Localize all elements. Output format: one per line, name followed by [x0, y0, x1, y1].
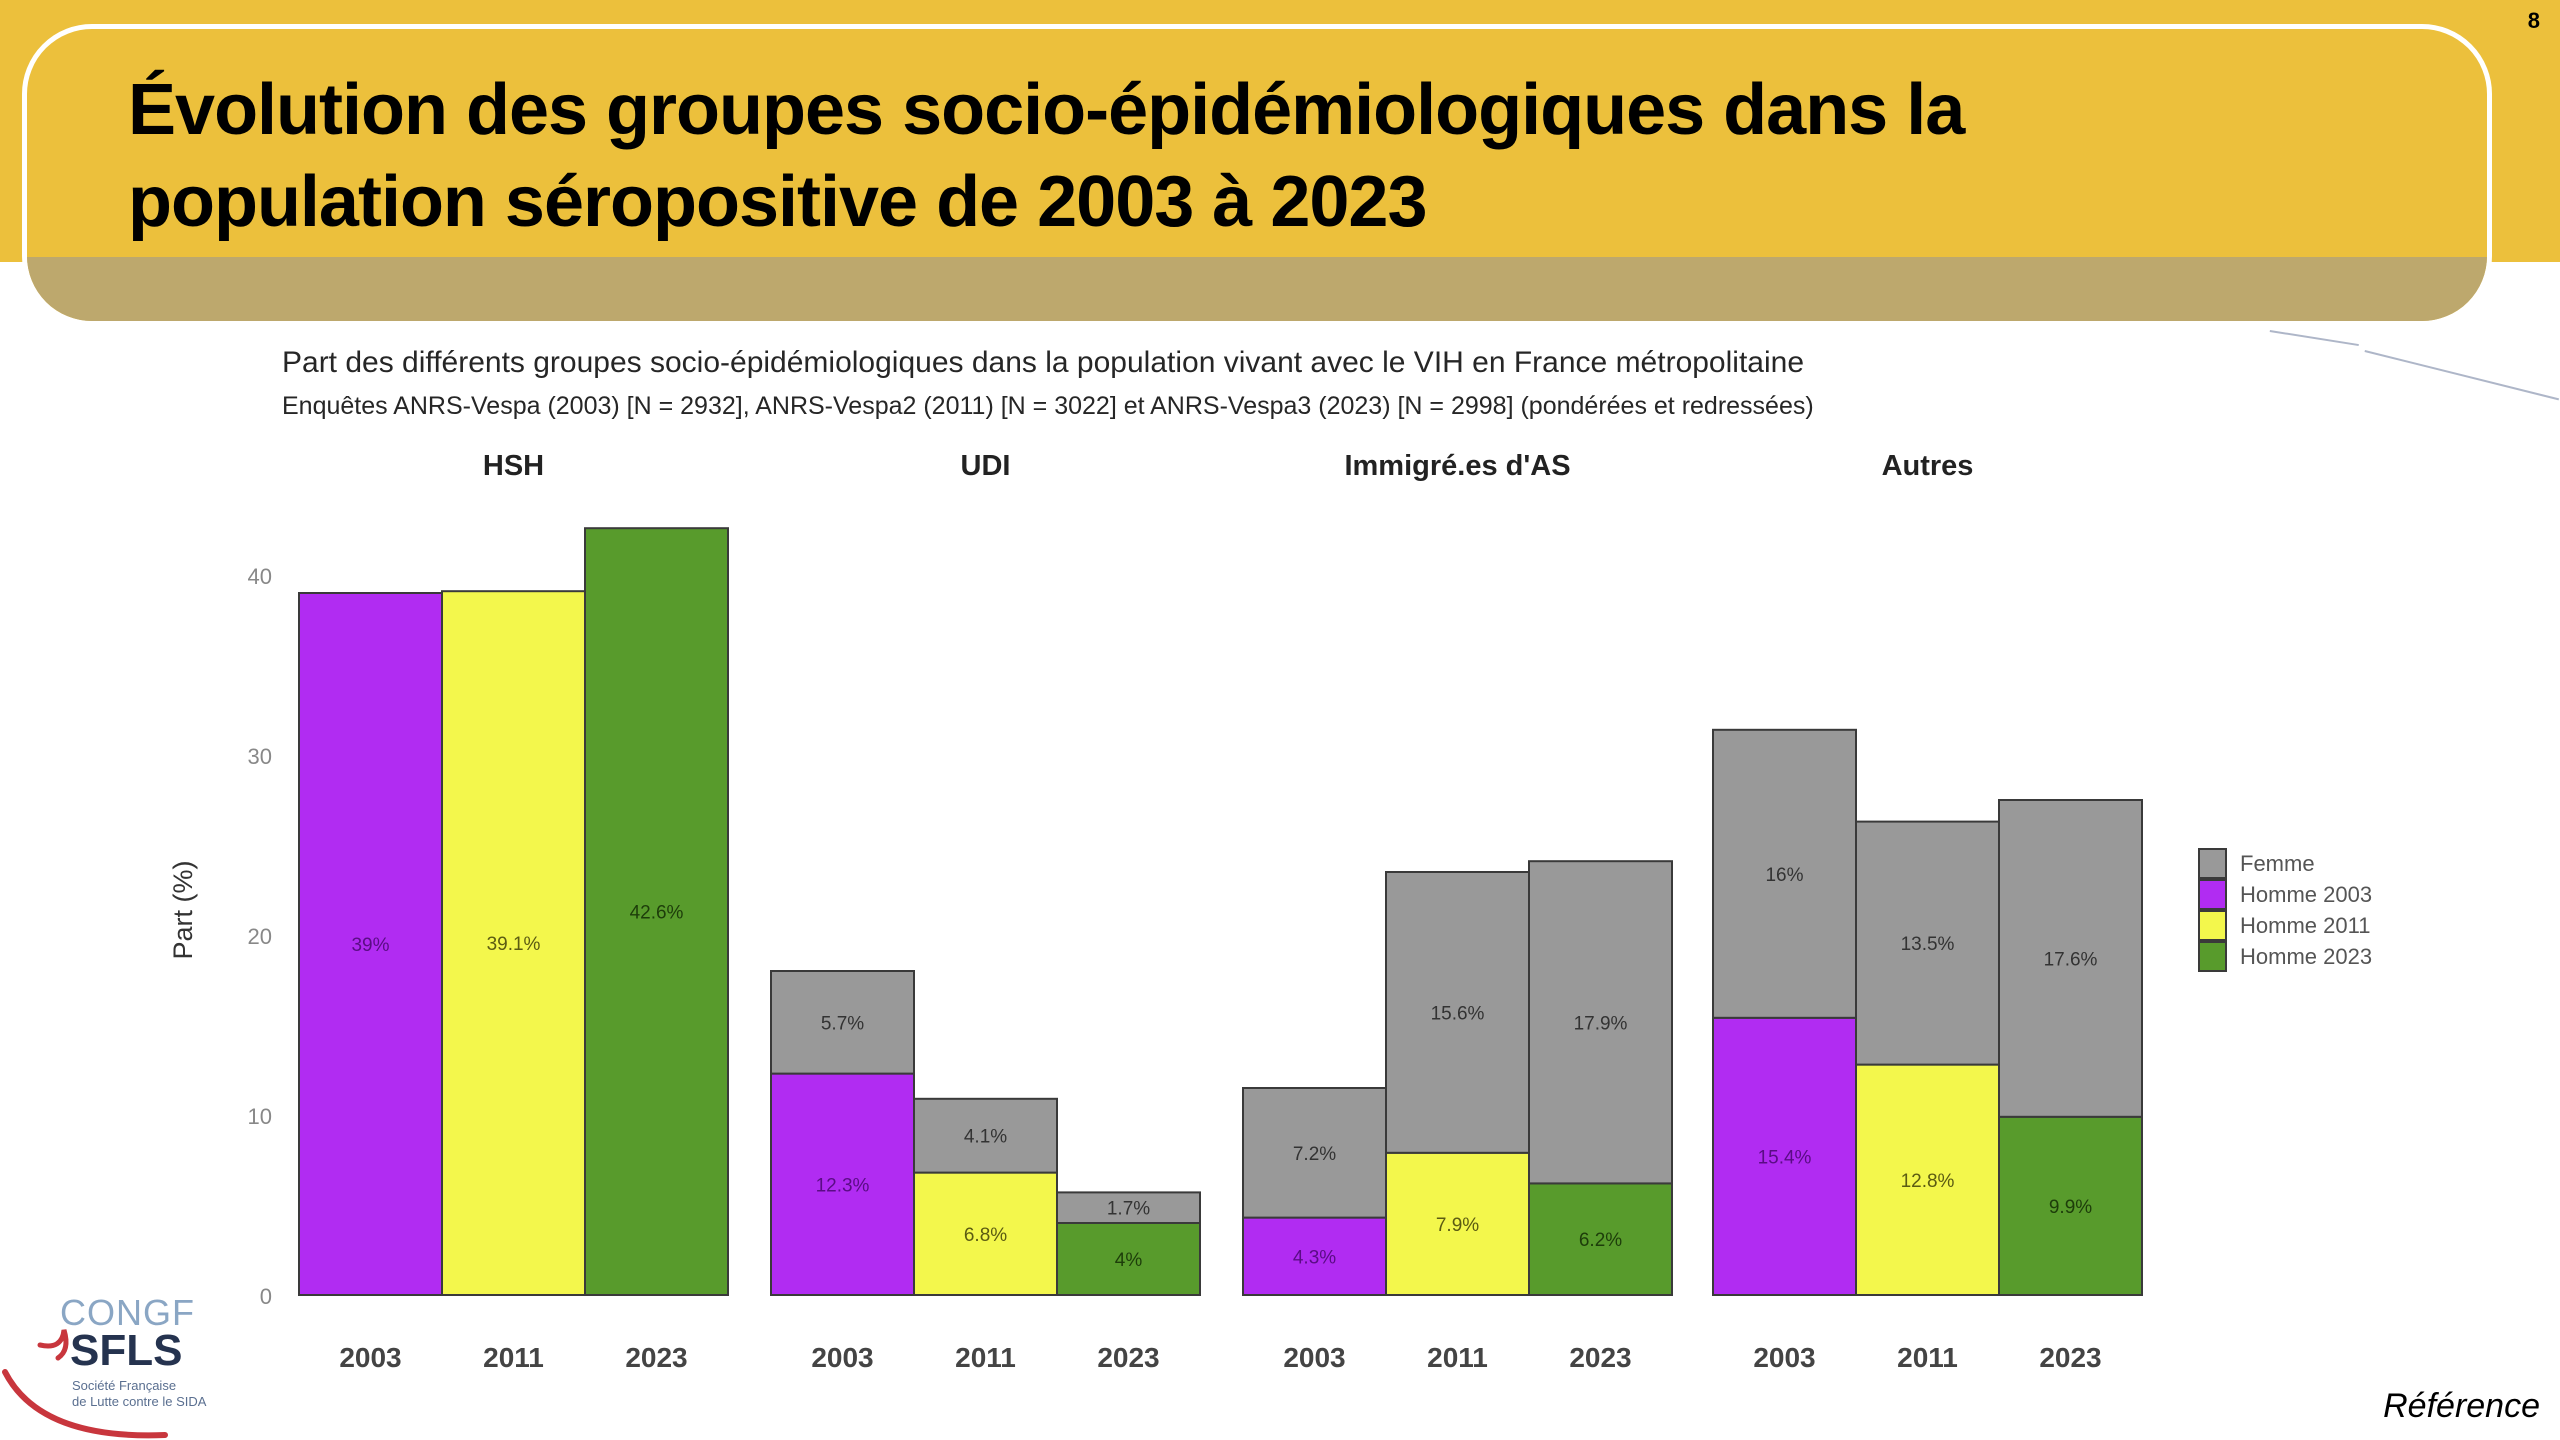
y-tick-label: 10 [248, 1104, 272, 1129]
data-label: 16% [1765, 865, 1803, 886]
x-tick-label: 2003 [811, 1342, 873, 1373]
y-axis-label: Part (%) [168, 860, 198, 959]
data-label: 6.2% [1579, 1230, 1622, 1251]
bar-femme-2011 [1385, 871, 1530, 1154]
y-axis: 0 10 20 30 40 [248, 564, 272, 1309]
data-label: 4% [1115, 1250, 1143, 1271]
data-label: 5.7% [821, 1013, 864, 1034]
legend: Femme Homme 2003 Homme 2011 Homme 2023 [2198, 848, 2372, 972]
bar-homme-2011 [441, 590, 586, 1296]
data-label: 4.1% [964, 1127, 1007, 1148]
x-tick-label: 2011 [1897, 1342, 1958, 1373]
bar-homme-2023 [1998, 1115, 2143, 1297]
bar-femme-2023 [1998, 799, 2143, 1118]
bar-homme-2011 [1385, 1151, 1530, 1297]
page-number: 8 [2527, 8, 2540, 33]
slide-title-line-2: population séropositive de 2003 à 2023 [128, 162, 1428, 242]
panel-1: UDI 12.3% 5.7% 2003 6.8% 4.1% 2011 4% 1.7% 2023 [770, 450, 1201, 1373]
data-label: 39.1% [487, 934, 541, 955]
panel-title: UDI [961, 450, 1011, 482]
x-tick-label: 2023 [2039, 1342, 2101, 1373]
y-tick-label: 30 [248, 744, 272, 769]
legend-label: Homme 2023 [2240, 944, 2372, 969]
sfls-logo: CONGF SFLS Société Française de Lutte co… [0, 1290, 240, 1440]
bar-homme-2003 [1242, 1216, 1387, 1296]
panel-3: Autres 15.4% 16% 2003 12.8% 13.5% 2011 9.9% 17.6… [1712, 450, 2143, 1373]
bar-femme-2003 [1242, 1087, 1387, 1219]
x-tick-label: 2023 [1569, 1342, 1631, 1373]
data-label: 15.6% [1431, 1003, 1485, 1024]
logo-swoosh-icon [2, 1329, 168, 1439]
chart-title: Part des différents groupes socio-épidém… [282, 346, 1805, 379]
data-label: 7.2% [1293, 1144, 1336, 1165]
legend-label: Homme 2011 [2240, 913, 2370, 938]
x-tick-label: 2011 [483, 1342, 544, 1373]
logo-congf: CONGF [60, 1292, 195, 1333]
panel-title: Autres [1882, 450, 1974, 482]
chart-subtitle: Enquêtes ANRS-Vespa (2003) [N = 2932], A… [282, 392, 1814, 420]
bar-femme-2011 [913, 1097, 1058, 1174]
x-tick-label: 2011 [955, 1342, 1016, 1373]
title-banner-shade [27, 257, 2487, 321]
legend-swatch [2198, 879, 2227, 910]
data-label: 7.9% [1436, 1215, 1479, 1236]
legend-label: Homme 2003 [2240, 882, 2372, 907]
x-tick-label: 2003 [339, 1342, 401, 1373]
data-label: 39% [351, 935, 389, 956]
panel-title: Immigré.es d'AS [1344, 450, 1570, 482]
bar-femme-2011 [1855, 820, 2000, 1066]
logo-subtitle-2: de Lutte contre le SIDA [72, 1394, 207, 1409]
data-label: 1.7% [1107, 1199, 1150, 1220]
y-tick-label: 40 [248, 564, 272, 589]
data-label: 4.3% [1293, 1247, 1336, 1268]
title-banner [22, 24, 2492, 326]
logo-sfls: SFLS [70, 1326, 183, 1375]
x-tick-label: 2003 [1753, 1342, 1815, 1373]
bar-femme-2003 [1712, 728, 1857, 1019]
legend-label: Femme [2240, 851, 2315, 876]
bar-homme-2011 [913, 1171, 1058, 1296]
x-tick-label: 2023 [625, 1342, 687, 1373]
x-tick-label: 2003 [1283, 1342, 1345, 1373]
bar-femme-2003 [770, 970, 915, 1075]
data-label: 15.4% [1758, 1147, 1812, 1168]
legend-swatch [2198, 910, 2227, 941]
data-label: 17.6% [2044, 949, 2098, 970]
data-label: 6.8% [964, 1225, 1007, 1246]
y-tick-label: 20 [248, 924, 272, 949]
data-label: 12.8% [1901, 1171, 1955, 1192]
legend-swatch [2198, 941, 2227, 972]
reference-link[interactable]: Référence [2383, 1387, 2540, 1425]
data-label: 13.5% [1901, 934, 1955, 955]
bar-homme-2023 [1056, 1222, 1201, 1296]
data-label: 9.9% [2049, 1197, 2092, 1218]
x-tick-label: 2011 [1427, 1342, 1488, 1373]
chart-panels: HSH 39% 2003 39.1% 2011 42.6% 2023 UDI 12.3% 5.7%… [298, 450, 2143, 1373]
slide-title-line-1: Évolution des groupes socio-épidémiologi… [128, 70, 1965, 150]
panel-2: Immigré.es d'AS 4.3% 7.2% 2003 7.9% 15.6% 2011… [1242, 450, 1673, 1373]
bar-femme-2023 [1528, 860, 1673, 1185]
bar-homme-2023 [584, 527, 729, 1296]
bar-femme-2023 [1056, 1191, 1201, 1225]
y-tick-label: 0 [260, 1284, 272, 1309]
data-label: 12.3% [816, 1175, 870, 1196]
logo-subtitle-1: Société Française [72, 1378, 177, 1393]
bar-homme-2003 [298, 592, 443, 1296]
panel-title: HSH [483, 450, 544, 482]
bar-homme-2011 [1855, 1063, 2000, 1296]
x-tick-label: 2023 [1097, 1342, 1159, 1373]
slide-title: Évolution des groupes socio-épidémiologi… [128, 64, 2328, 248]
bar-homme-2003 [1712, 1016, 1857, 1296]
data-label: 17.9% [1574, 1013, 1628, 1034]
legend-swatch [2198, 848, 2227, 879]
panel-0: HSH 39% 2003 39.1% 2011 42.6% 2023 [298, 450, 729, 1373]
data-label: 42.6% [630, 903, 684, 924]
